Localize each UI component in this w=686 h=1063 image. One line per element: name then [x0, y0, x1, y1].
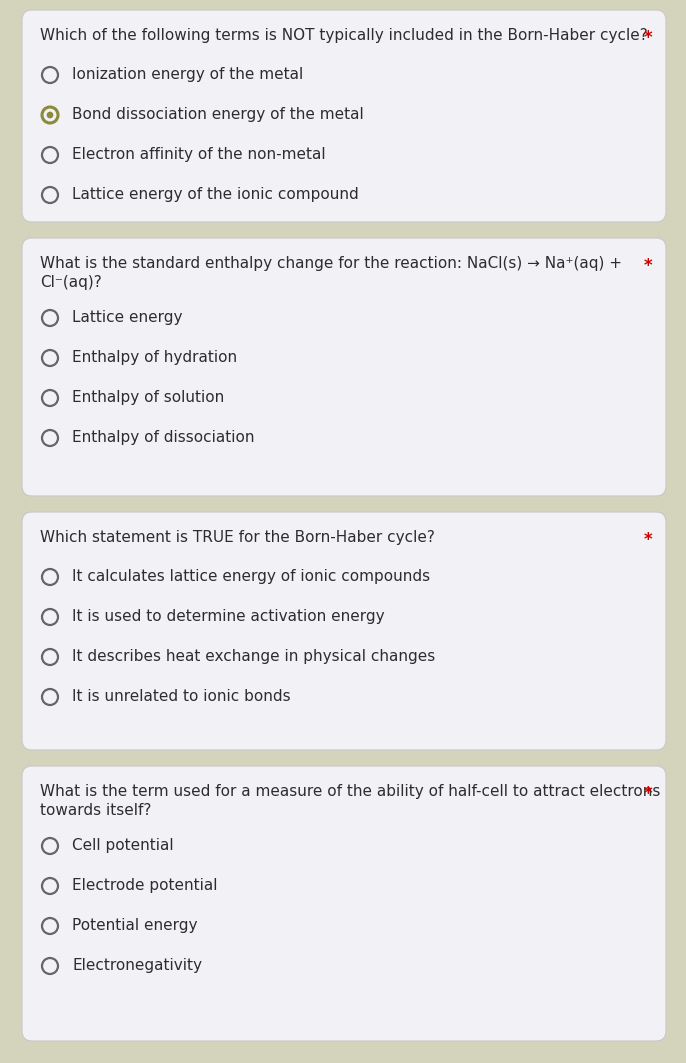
Text: Cell potential: Cell potential — [72, 838, 174, 853]
Text: Electronegativity: Electronegativity — [72, 958, 202, 973]
Text: It describes heat exchange in physical changes: It describes heat exchange in physical c… — [72, 649, 435, 664]
Text: What is the term used for a measure of the ability of half-cell to attract elect: What is the term used for a measure of t… — [40, 784, 661, 799]
Text: Cl⁻(aq)?: Cl⁻(aq)? — [40, 275, 102, 290]
Text: What is the standard enthalpy change for the reaction: NaCl(s) → Na⁺(aq) +: What is the standard enthalpy change for… — [40, 256, 622, 271]
Text: Enthalpy of dissociation: Enthalpy of dissociation — [72, 431, 255, 445]
Text: *: * — [643, 257, 652, 275]
Text: *: * — [643, 784, 652, 803]
Text: Enthalpy of hydration: Enthalpy of hydration — [72, 350, 237, 365]
Circle shape — [47, 112, 54, 118]
FancyBboxPatch shape — [22, 766, 666, 1041]
Text: Electron affinity of the non-metal: Electron affinity of the non-metal — [72, 147, 326, 162]
Text: Which statement is TRUE for the Born-Haber cycle?: Which statement is TRUE for the Born-Hab… — [40, 530, 435, 545]
Text: It is used to determine activation energy: It is used to determine activation energ… — [72, 609, 385, 624]
Text: Ionization energy of the metal: Ionization energy of the metal — [72, 67, 303, 82]
Text: Electrode potential: Electrode potential — [72, 878, 217, 893]
FancyBboxPatch shape — [22, 512, 666, 750]
Text: Lattice energy: Lattice energy — [72, 310, 182, 325]
Text: *: * — [643, 29, 652, 47]
Text: It is unrelated to ionic bonds: It is unrelated to ionic bonds — [72, 689, 291, 704]
Text: Which of the following terms is NOT typically included in the Born-Haber cycle?: Which of the following terms is NOT typi… — [40, 28, 648, 43]
Text: Enthalpy of solution: Enthalpy of solution — [72, 390, 224, 405]
Text: *: * — [643, 532, 652, 549]
Text: It calculates lattice energy of ionic compounds: It calculates lattice energy of ionic co… — [72, 569, 430, 584]
Text: Bond dissociation energy of the metal: Bond dissociation energy of the metal — [72, 107, 364, 122]
Text: Potential energy: Potential energy — [72, 918, 198, 933]
FancyBboxPatch shape — [22, 238, 666, 496]
FancyBboxPatch shape — [22, 10, 666, 222]
Text: towards itself?: towards itself? — [40, 803, 152, 819]
Text: Lattice energy of the ionic compound: Lattice energy of the ionic compound — [72, 187, 359, 202]
